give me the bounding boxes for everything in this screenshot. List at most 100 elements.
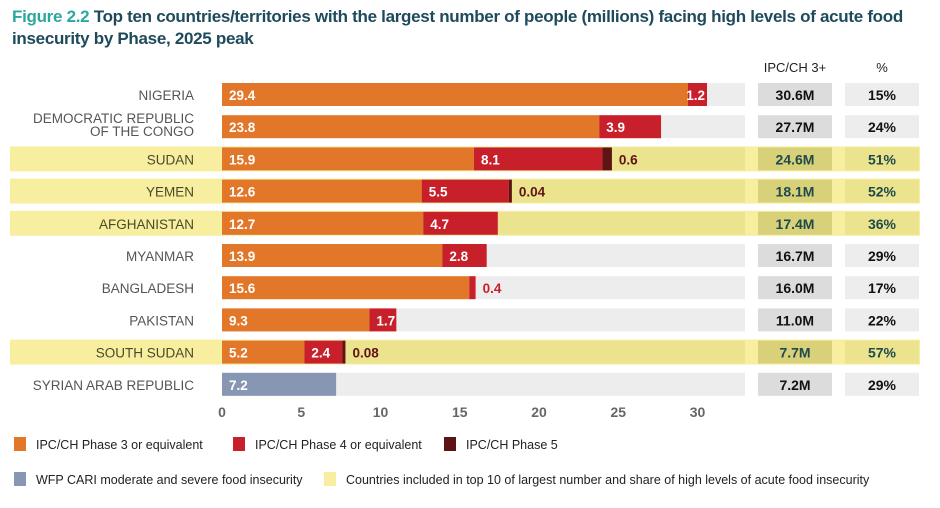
data-label-phase4: 8.1 (481, 152, 500, 167)
bar-phase5[interactable] (342, 340, 346, 364)
data-label-phase5: 0.08 (352, 346, 379, 361)
percent-cell (845, 179, 919, 203)
bar-cari[interactable] (222, 372, 337, 396)
data-label-phase3: 9.3 (229, 313, 248, 328)
bar-phase3[interactable] (222, 276, 470, 300)
ipc3plus-cell (758, 211, 832, 235)
bar-phase4[interactable] (369, 308, 397, 332)
bar-phase4[interactable] (421, 179, 509, 203)
percent-cell (845, 211, 919, 235)
bar-phase3[interactable] (222, 179, 422, 203)
data-label-phase4: 3.9 (606, 120, 625, 135)
ipc3plus-cell (758, 115, 832, 139)
data-label-phase3: 12.7 (229, 217, 255, 232)
x-tick-label: 0 (218, 404, 226, 420)
bar-phase3[interactable] (222, 308, 370, 332)
category-label: AFGHANISTAN (99, 217, 194, 232)
percent-value: 36% (868, 216, 897, 232)
ipc3plus-value: 7.7M (779, 345, 810, 361)
ipc3plus-value: 27.7M (776, 119, 815, 135)
bar-phase4[interactable] (599, 115, 662, 139)
legend-label-cari: WFP CARI moderate and severe food insecu… (36, 473, 303, 487)
chart-title: Figure 2.2 Top ten countries/territories… (12, 6, 932, 50)
bar-phase4[interactable] (423, 211, 498, 235)
percent-cell (845, 372, 919, 396)
legend-label-highlight: Countries included in top 10 of largest … (346, 473, 870, 487)
bar-phase4[interactable] (304, 340, 343, 364)
x-tick-label: 5 (297, 404, 305, 420)
category-label: MYANMAR (126, 249, 194, 264)
bar-phase3[interactable] (222, 244, 443, 267)
ipc3plus-cell (758, 179, 832, 203)
percent-value: 57% (868, 345, 897, 361)
data-label-phase4: 4.7 (430, 217, 449, 232)
data-label-phase4: 2.8 (449, 249, 468, 264)
data-label-phase3: 13.9 (229, 249, 255, 264)
x-tick-label: 10 (373, 404, 389, 420)
x-tick-label: 20 (531, 404, 547, 420)
data-label-phase4: 1.7 (376, 313, 395, 328)
table-header-ipc3plus: IPC/CH 3+ (764, 60, 827, 75)
percent-cell (845, 244, 919, 267)
bar-phase3[interactable] (222, 340, 305, 364)
data-label-phase5: 0.04 (519, 185, 546, 200)
bar-phase3[interactable] (222, 211, 424, 235)
data-label-phase4: 2.4 (311, 346, 330, 361)
data-label-phase4: 0.4 (483, 281, 502, 296)
percent-cell (845, 147, 919, 171)
data-label-phase3: 29.4 (229, 88, 256, 103)
x-tick-label: 25 (610, 404, 626, 420)
ipc3plus-cell (758, 372, 832, 396)
ipc3plus-value: 16.7M (776, 248, 815, 264)
category-label: SYRIAN ARAB REPUBLIC (33, 378, 195, 393)
percent-value: 29% (868, 377, 897, 393)
ipc3plus-value: 18.1M (776, 184, 815, 200)
ipc3plus-cell (758, 147, 832, 171)
bar-track (222, 372, 745, 396)
legend-label-phase3: IPC/CH Phase 3 or equivalent (36, 438, 203, 452)
highlight-track (222, 340, 745, 364)
bar-phase4[interactable] (474, 147, 603, 171)
data-label-phase5: 0.6 (619, 152, 638, 167)
percent-value: 51% (868, 151, 897, 167)
legend-label-phase5: IPC/CH Phase 5 (466, 438, 558, 452)
legend-swatch-phase5 (444, 437, 456, 451)
data-label-phase3: 15.9 (229, 152, 255, 167)
bar-phase4[interactable] (469, 276, 476, 300)
x-tick-label: 30 (690, 404, 706, 420)
category-label: PAKISTAN (129, 313, 194, 328)
bar-phase3[interactable] (222, 115, 600, 139)
legend-swatch-phase3 (14, 437, 26, 451)
ipc3plus-cell (758, 83, 832, 106)
percent-value: 15% (868, 87, 897, 103)
bar-phase4[interactable] (687, 83, 708, 106)
category-label-line2: OF THE CONGO (90, 124, 194, 139)
category-label: BANGLADESH (102, 281, 194, 296)
bar-phase3[interactable] (222, 83, 688, 106)
percent-cell (845, 340, 919, 364)
percent-value: 17% (868, 280, 897, 296)
bar-phase5[interactable] (602, 147, 612, 171)
data-label-phase4: 1.2 (686, 88, 705, 103)
category-label: DEMOCRATIC REPUBLIC (33, 111, 194, 126)
ipc3plus-cell (758, 244, 832, 267)
x-tick-label: 15 (452, 404, 468, 420)
percent-value: 24% (868, 119, 897, 135)
data-label-phase3: 5.2 (229, 346, 248, 361)
percent-cell (845, 83, 919, 106)
data-label-phase3: 12.6 (229, 185, 256, 200)
ipc3plus-cell (758, 308, 832, 332)
ipc3plus-cell (758, 340, 832, 364)
category-label: SUDAN (147, 152, 194, 167)
category-label: NIGERIA (138, 88, 194, 103)
legend-swatch-cari (14, 472, 26, 486)
bar-phase4[interactable] (442, 244, 487, 267)
legend-label-phase4: IPC/CH Phase 4 or equivalent (255, 438, 422, 452)
bar-phase3[interactable] (222, 147, 475, 171)
bar-phase5[interactable] (508, 179, 512, 203)
figure-label: Figure 2.2 (12, 7, 90, 26)
ipc3plus-value: 30.6M (776, 87, 815, 103)
category-label: YEMEN (146, 185, 194, 200)
legend-swatch-highlight (324, 472, 336, 486)
